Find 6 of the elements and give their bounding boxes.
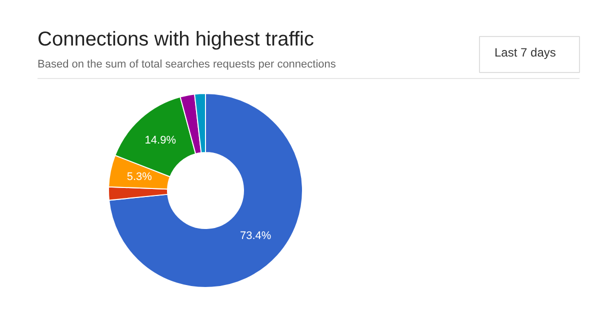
text: Last 7 days (494, 46, 556, 60)
chart-title: Connections with highest traffic (38, 28, 314, 50)
data-label: 14.9% (144, 134, 176, 146)
data-label: 73.4% (240, 230, 272, 242)
chart-subtitle: Based on the sum of total searches requests per connections (38, 58, 336, 70)
data-label: 5.3% (126, 170, 152, 183)
